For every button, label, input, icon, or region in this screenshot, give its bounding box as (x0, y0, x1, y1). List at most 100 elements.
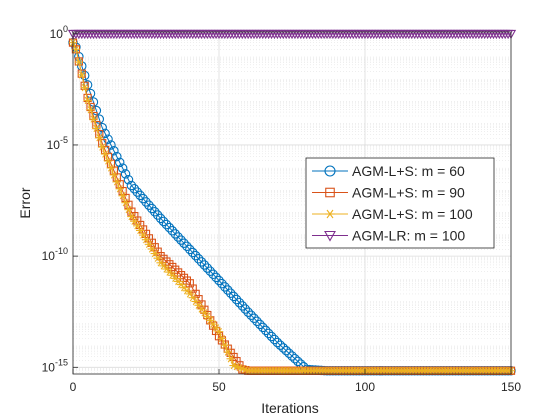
square-marker (217, 336, 227, 345)
legend-label: AGM-L+S: m = 100 (352, 206, 473, 222)
circle-marker (275, 340, 286, 350)
circle-marker (170, 229, 180, 239)
square-marker (325, 187, 335, 198)
asterisk-marker (89, 115, 98, 123)
circle-marker (252, 316, 262, 327)
asterisk-marker (86, 106, 95, 114)
circle-marker (193, 254, 204, 264)
circle-marker (138, 193, 148, 204)
square-marker (77, 69, 86, 78)
circle-marker (106, 140, 116, 150)
legend-label: AGM-LR: m = 100 (352, 228, 465, 244)
circle-marker (132, 187, 142, 197)
asterisk-marker (106, 164, 116, 172)
circle-marker (266, 331, 277, 342)
asterisk-marker (83, 96, 92, 105)
circle-marker (211, 272, 221, 283)
square-marker (220, 340, 229, 349)
y-tick-label: 10-10 (42, 246, 68, 263)
circle-marker (164, 222, 175, 233)
circle-marker (243, 307, 253, 317)
legend-item: AGM-L+S: m = 60 (312, 163, 465, 179)
asterisk-marker (74, 58, 84, 66)
circle-marker (173, 232, 183, 242)
square-marker (165, 260, 174, 269)
circle-marker (187, 247, 198, 258)
circle-marker (144, 200, 154, 210)
circle-marker (255, 319, 265, 330)
triangle-down-marker (324, 230, 336, 242)
y-tick-label: 10-5 (47, 135, 68, 152)
circle-marker (117, 163, 128, 173)
legend-item: AGM-L+S: m = 90 (312, 185, 465, 201)
circle-marker (150, 207, 160, 217)
circle-marker (182, 241, 192, 252)
square-marker (127, 207, 136, 216)
circle-marker (287, 351, 297, 361)
circle-marker (324, 165, 336, 177)
circle-marker (123, 174, 134, 185)
circle-marker (296, 359, 306, 369)
circle-marker (293, 356, 303, 367)
circle-marker (161, 219, 172, 230)
square-marker (209, 321, 218, 330)
asterisk-marker (124, 205, 133, 214)
circle-marker (155, 213, 166, 224)
circle-marker (225, 288, 236, 298)
circle-marker (190, 250, 201, 261)
circle-marker (249, 313, 259, 324)
asterisk-marker (115, 185, 124, 193)
legend-item: AGM-L+S: m = 100 (312, 206, 473, 222)
circle-marker (272, 337, 283, 348)
x-tick-label: 150 (501, 380, 521, 394)
circle-marker (278, 343, 288, 353)
circle-marker (152, 210, 163, 220)
square-marker (74, 57, 83, 66)
circle-marker (237, 301, 248, 311)
circle-marker (223, 285, 233, 295)
circle-marker (263, 328, 274, 339)
circle-marker (217, 278, 227, 289)
legend-item: AGM-LR: m = 100 (312, 228, 465, 244)
asterisk-marker (98, 143, 107, 151)
x-tick-label: 0 (70, 380, 77, 394)
asterisk-marker (103, 157, 113, 165)
circle-marker (112, 151, 122, 162)
circle-marker (240, 304, 251, 314)
asterisk-marker (223, 348, 232, 356)
circle-marker (231, 294, 242, 305)
legend-box (305, 157, 495, 249)
series (68, 38, 516, 375)
asterisk-marker (118, 192, 127, 200)
circle-marker (258, 322, 268, 333)
circle-marker (176, 235, 186, 245)
y-tick-label: 10-15 (42, 357, 68, 374)
asterisk-marker (77, 71, 86, 79)
asterisk-marker (226, 355, 235, 363)
circle-marker (246, 310, 256, 321)
circle-marker (185, 244, 195, 255)
square-marker (194, 295, 203, 304)
x-tick-label: 100 (355, 380, 375, 394)
asterisk-marker (217, 334, 227, 343)
square-marker (168, 262, 177, 272)
circle-marker (79, 70, 90, 81)
legend: AGM-L+S: m = 60 AGM-L+S: m = 90 AGM-L+S: m… (305, 157, 495, 249)
x-axis-label: Iterations (261, 400, 319, 416)
circle-marker (269, 334, 280, 345)
circle-marker (114, 157, 125, 168)
circle-marker (290, 353, 300, 364)
asterisk-marker (220, 341, 230, 349)
circle-marker (126, 180, 137, 191)
circle-marker (158, 216, 169, 227)
circle-marker (202, 263, 213, 273)
triangle-down-marker (505, 29, 517, 40)
asterisk-marker (214, 327, 224, 336)
legend-label: AGM-L+S: m = 90 (352, 185, 465, 201)
square-marker (203, 310, 212, 320)
asterisk-marker (325, 209, 335, 219)
circle-marker (109, 146, 119, 156)
asterisk-marker (109, 171, 119, 179)
circle-marker (220, 282, 230, 292)
